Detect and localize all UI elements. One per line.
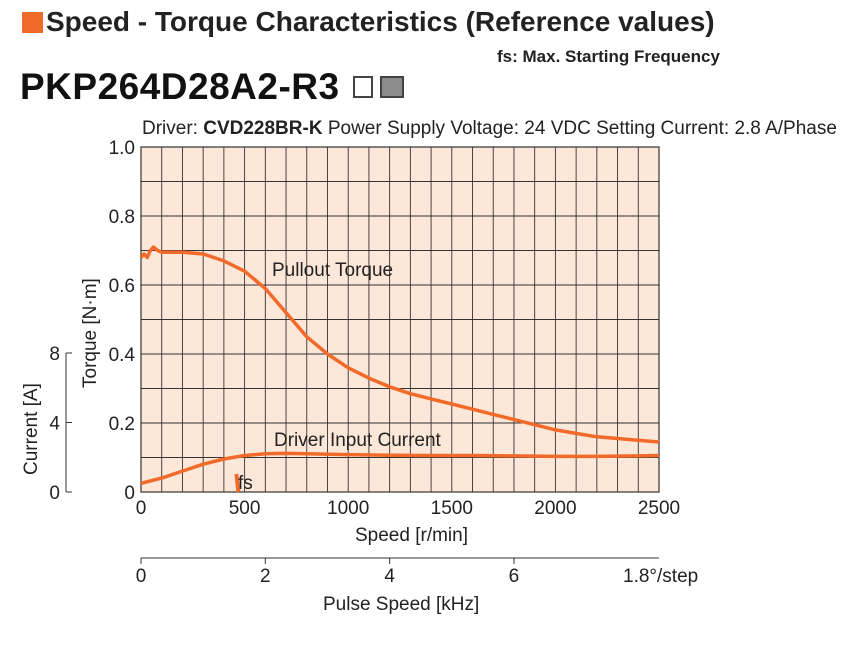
driver-input-current-label: Driver Input Current — [274, 430, 442, 451]
torque-axis-label: Torque [N·m] — [80, 278, 101, 388]
x-tick-label: 500 — [229, 498, 261, 519]
torque-tick-label: 0.4 — [109, 345, 136, 366]
pulse-tick-label: 4 — [384, 566, 395, 587]
current-tick-label: 8 — [49, 344, 60, 365]
current-tick-label: 4 — [49, 414, 60, 435]
pulse-speed-label: Pulse Speed [kHz] — [323, 594, 479, 615]
torque-tick-label: 1.0 — [109, 138, 135, 159]
model-gray-box-icon — [380, 76, 404, 98]
page-title: Speed - Torque Characteristics (Referenc… — [46, 6, 715, 37]
grid-lines — [141, 147, 659, 492]
current-axis-label: Current [A] — [21, 383, 42, 475]
torque-tick-label: 0 — [124, 483, 135, 504]
driver-conditions: Driver: CVD228BR-K Power Supply Voltage:… — [142, 118, 837, 140]
plot-frame — [140, 146, 660, 493]
pulse-tick-label: 2 — [260, 566, 271, 587]
pulse-tick-label: 0 — [136, 566, 147, 587]
x-axis-label: Speed [r/min] — [355, 525, 468, 546]
torque-tick-label: 0.2 — [109, 414, 135, 435]
torque-tick-label: 0.8 — [109, 207, 135, 228]
pulse-tick-label: 6 — [509, 566, 520, 587]
fs-note: fs: Max. Starting Frequency — [497, 47, 720, 66]
header-square-icon — [22, 12, 43, 33]
model-name: PKP264D28A2-R3 — [20, 66, 340, 107]
supply-voltage: Power Supply Voltage: 24 VDC — [327, 118, 591, 139]
pulse-speed-axis: 0 2 4 6 — [136, 557, 659, 587]
x-tick-label: 1500 — [431, 498, 473, 519]
current-tick-label: 0 — [49, 483, 60, 504]
driver-label: Driver: — [142, 118, 198, 139]
fs-label: fs — [238, 473, 253, 494]
torque-tick-label: 0.6 — [109, 276, 135, 297]
series-line-pullout-torque — [139, 245, 660, 444]
x-tick-label: 2500 — [638, 498, 680, 519]
x-tick-label: 0 — [136, 498, 147, 519]
current-axis: 0 4 8 — [49, 344, 72, 504]
x-axis-ticks: 0 500 1000 1500 2000 2500 — [136, 498, 680, 519]
setting-current: Setting Current: 2.8 A/Phase — [596, 118, 837, 139]
x-tick-label: 1000 — [327, 498, 369, 519]
step-angle-note: 1.8°/step — [623, 566, 698, 587]
model-white-box-icon — [353, 76, 373, 98]
fs-marker — [234, 473, 241, 493]
torque-axis-ticks: 0 0.2 0.4 0.6 0.8 1.0 — [109, 138, 136, 504]
x-tick-label: 2000 — [534, 498, 576, 519]
series-line-driver-input-current — [140, 451, 660, 485]
driver-model: CVD228BR-K — [203, 118, 323, 139]
pullout-torque-label: Pullout Torque — [272, 260, 393, 281]
